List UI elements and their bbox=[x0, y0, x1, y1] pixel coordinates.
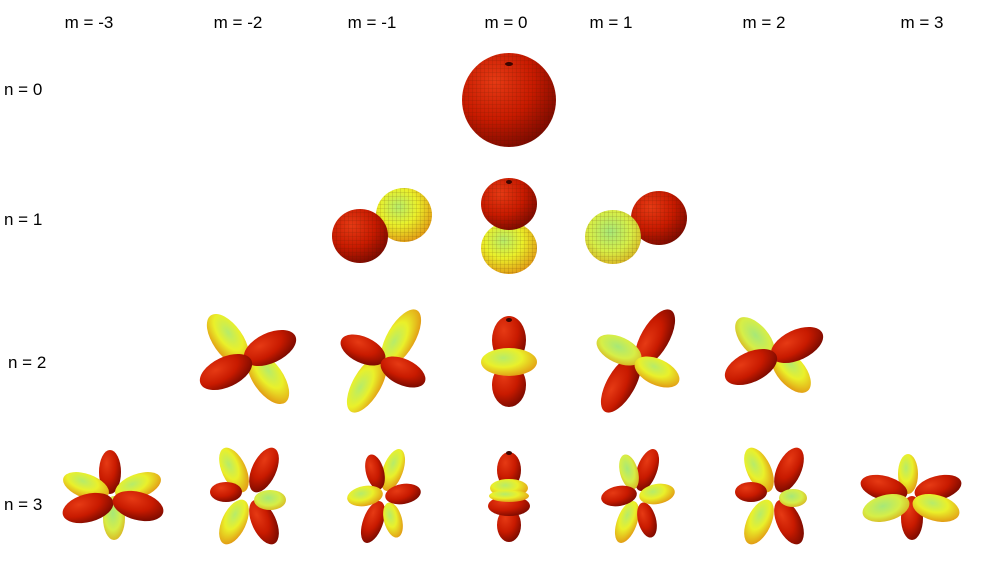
column-label-m-minus-1: m = -1 bbox=[348, 13, 397, 32]
column-label-m-minus-3: m = -3 bbox=[65, 13, 114, 32]
harmonic-n2-m2 bbox=[724, 317, 824, 393]
column-label-m-2: m = 2 bbox=[743, 13, 786, 32]
row-labels: n = 0 n = 1 n = 2 n = 3 bbox=[4, 80, 46, 514]
harmonic-n3-m-2 bbox=[210, 447, 286, 545]
harmonic-n0-m0 bbox=[462, 53, 556, 147]
harmonic-n3-m2 bbox=[735, 447, 807, 545]
harmonic-n3-m-1 bbox=[347, 449, 421, 543]
harmonic-n3-m1 bbox=[601, 449, 675, 543]
harmonic-n2-m0 bbox=[481, 316, 537, 407]
harmonic-n2-m1 bbox=[596, 309, 680, 413]
column-label-m-0: m = 0 bbox=[485, 13, 528, 32]
harmonic-n1-m0 bbox=[481, 178, 537, 274]
column-label-m-3: m = 3 bbox=[901, 13, 944, 32]
row-label-n-0: n = 0 bbox=[4, 80, 42, 99]
harmonic-n3-m-3 bbox=[62, 450, 164, 540]
harmonic-n2-m-2 bbox=[199, 313, 297, 405]
column-labels: m = -3 m = -2 m = -1 m = 0 m = 1 m = 2 m… bbox=[65, 13, 944, 32]
row-label-n-2: n = 2 bbox=[8, 353, 46, 372]
harmonic-n2-m-1 bbox=[340, 309, 426, 413]
row-label-n-1: n = 1 bbox=[4, 210, 42, 229]
harmonic-n1-m1 bbox=[585, 191, 687, 264]
harmonic-n3-m0 bbox=[488, 451, 530, 542]
row-label-n-3: n = 3 bbox=[4, 495, 42, 514]
column-label-m-minus-2: m = -2 bbox=[214, 13, 263, 32]
harmonic-n1-m-1 bbox=[332, 188, 432, 263]
column-label-m-1: m = 1 bbox=[590, 13, 633, 32]
harmonic-n3-m3 bbox=[860, 454, 962, 540]
